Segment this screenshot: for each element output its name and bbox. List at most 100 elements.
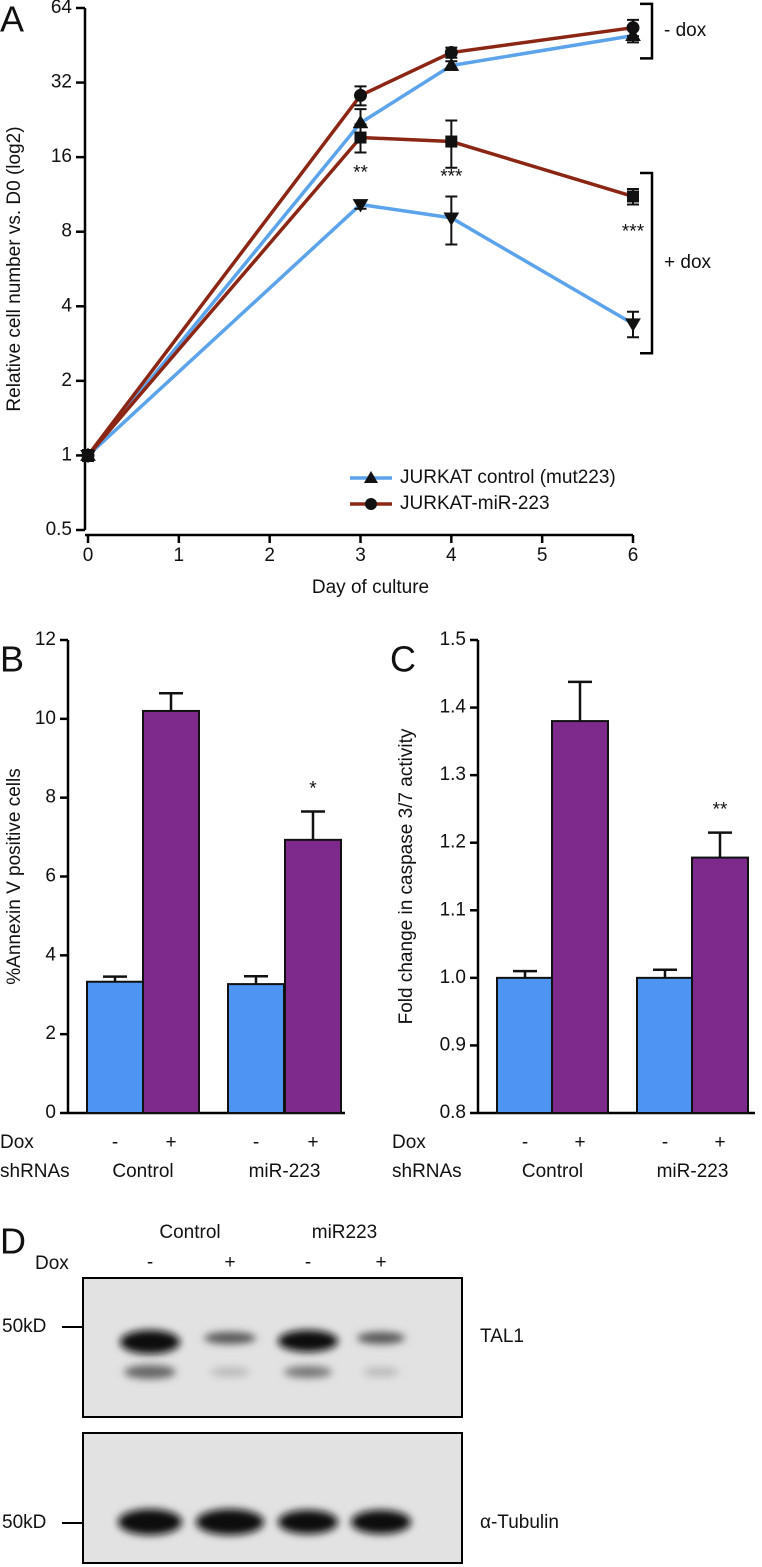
error-bar [244, 974, 268, 985]
panel-letter: A [0, 0, 24, 40]
blot-bands [118, 1330, 411, 1535]
marker [354, 131, 367, 144]
y-tick-label: 1.2 [440, 832, 466, 853]
x-tick-label: 0 [83, 545, 94, 566]
row-label: Dox [35, 1253, 69, 1274]
panel-letter: D [0, 1221, 26, 1262]
x-tick-label: 5 [537, 545, 548, 566]
group-label: miR223 [312, 1222, 377, 1243]
x-tick-label: + [307, 1132, 318, 1153]
y-axis-title: Relative cell number vs. D0 (log2) [4, 126, 25, 411]
y-tick-label: 4 [45, 944, 56, 965]
y-tick-label: 64 [51, 0, 73, 18]
protein-label: α-Tubulin [480, 1512, 559, 1533]
y-tick-label: 1.3 [440, 764, 466, 785]
row-label: shRNAs [0, 1161, 70, 1182]
y-tick-label: 0.5 [46, 519, 72, 540]
marker [82, 449, 94, 462]
x-tick-label: - [522, 1132, 528, 1153]
x-tick-label: + [165, 1132, 176, 1153]
bracket-label: + dox [664, 252, 712, 273]
x-tick-label: 6 [628, 545, 639, 566]
marker [444, 46, 458, 60]
legend-marker [364, 471, 378, 483]
y-tick-label: 0.8 [440, 1102, 466, 1123]
y-tick-label: 2 [45, 1023, 56, 1044]
group-label: miR-223 [657, 1161, 729, 1182]
error-bar [653, 968, 677, 978]
y-tick-label: 10 [35, 708, 56, 729]
protein-label: TAL1 [480, 1326, 524, 1347]
panel-letter: C [390, 639, 416, 680]
marker [626, 21, 640, 35]
y-tick-label: 1.5 [440, 629, 466, 650]
series-line [86, 33, 634, 457]
group-label: Control [159, 1222, 220, 1243]
y-axis-title: Fold change in caspase 3/7 activity [396, 728, 417, 1024]
group-label: Control [522, 1161, 583, 1182]
y-tick-label: 4 [61, 295, 72, 316]
significance: ** [353, 163, 368, 184]
y-tick-label: 32 [51, 72, 72, 93]
marker [445, 135, 458, 148]
x-tick-label: 1 [174, 545, 185, 566]
y-tick-label: 8 [45, 787, 56, 808]
significance: ** [713, 800, 728, 821]
significance: *** [440, 167, 463, 188]
error-bar [568, 680, 592, 722]
y-tick-label: 1.1 [440, 899, 466, 920]
significance: *** [622, 221, 645, 242]
bracket [640, 171, 654, 355]
y-tick-label: 16 [51, 146, 72, 167]
row-label: Dox [392, 1132, 426, 1153]
x-tick-label: + [714, 1132, 725, 1153]
group-label: Control [112, 1161, 173, 1182]
legend-label: JURKAT-miR-223 [400, 493, 550, 514]
y-tick-label: 12 [35, 629, 56, 650]
y-tick-label: 0.9 [440, 1034, 466, 1055]
x-tick-label: 4 [446, 545, 457, 566]
y-tick-label: 6 [45, 866, 56, 887]
legend-marker [365, 498, 377, 510]
row-label: Dox [0, 1132, 34, 1153]
x-tick-label: 3 [355, 545, 366, 566]
x-tick-label: - [112, 1132, 118, 1153]
x-tick-label: 2 [264, 545, 275, 566]
y-tick-label: 1.4 [440, 697, 467, 718]
significance: * [309, 778, 317, 799]
bar [86, 980, 144, 1114]
error-bar [159, 691, 183, 711]
bar [496, 976, 554, 1114]
error-bar [513, 969, 537, 978]
y-axis-title: %Annexin V positive cells [4, 768, 25, 985]
lane-label: - [305, 1252, 311, 1273]
lane-label: + [375, 1252, 386, 1273]
bracket-label: - dox [664, 20, 707, 41]
lane-label: - [147, 1252, 153, 1273]
y-tick-label: 1.0 [440, 967, 466, 988]
series-line [86, 135, 634, 457]
series-line [86, 202, 634, 457]
lane-label: + [224, 1252, 235, 1273]
bracket [640, 2, 654, 60]
marker [625, 318, 641, 332]
series-line [86, 25, 634, 457]
x-axis-title: Day of culture [312, 577, 429, 598]
panel-letter: B [0, 639, 24, 680]
y-tick-label: 1 [61, 444, 72, 465]
size-marker: 50kD [2, 1316, 46, 1337]
bar [284, 838, 342, 1115]
x-tick-label: + [574, 1132, 585, 1153]
error-bar [708, 831, 732, 858]
marker [354, 88, 367, 102]
error-bar [301, 810, 325, 840]
x-tick-label: - [253, 1132, 259, 1153]
marker [352, 199, 369, 213]
bar [227, 983, 285, 1114]
marker [443, 212, 460, 226]
marker [627, 190, 639, 203]
bar [691, 856, 749, 1115]
marker [443, 57, 460, 71]
size-marker: 50kD [2, 1512, 46, 1533]
